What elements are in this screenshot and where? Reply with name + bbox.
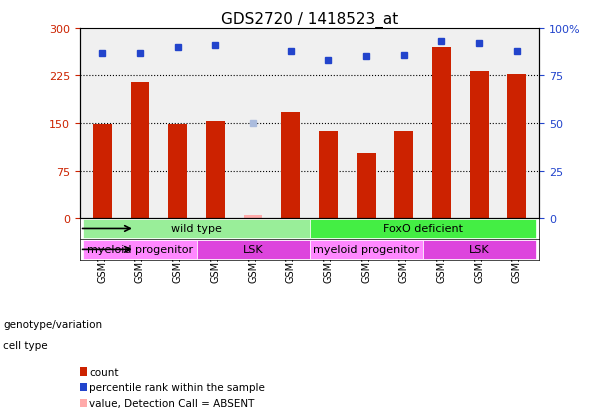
Text: wild type: wild type — [171, 224, 222, 234]
Text: cell type: cell type — [3, 340, 48, 350]
Text: genotype/variation: genotype/variation — [3, 319, 102, 329]
Text: count: count — [89, 367, 118, 377]
FancyBboxPatch shape — [197, 240, 310, 259]
Bar — [357, 153, 376, 218]
Bar — [93, 125, 112, 218]
Text: myeloid progenitor: myeloid progenitor — [87, 245, 193, 255]
Bar — [168, 125, 187, 218]
Bar — [508, 74, 526, 218]
Bar — [131, 83, 150, 218]
Text: LSK: LSK — [469, 245, 489, 255]
Text: percentile rank within the sample: percentile rank within the sample — [89, 382, 265, 392]
FancyBboxPatch shape — [83, 220, 310, 238]
Text: value, Detection Call = ABSENT: value, Detection Call = ABSENT — [89, 398, 254, 408]
Bar — [243, 216, 262, 218]
Text: myeloid progenitor: myeloid progenitor — [313, 245, 419, 255]
Title: GDS2720 / 1418523_at: GDS2720 / 1418523_at — [221, 12, 398, 28]
Bar — [394, 132, 413, 218]
Text: FoxO deficient: FoxO deficient — [383, 224, 463, 234]
Bar — [470, 72, 489, 218]
Bar — [206, 122, 225, 218]
Bar — [281, 112, 300, 218]
Bar — [319, 132, 338, 218]
Text: LSK: LSK — [243, 245, 264, 255]
FancyBboxPatch shape — [310, 240, 422, 259]
Bar — [432, 48, 451, 218]
FancyBboxPatch shape — [422, 240, 536, 259]
FancyBboxPatch shape — [83, 240, 197, 259]
FancyBboxPatch shape — [310, 220, 536, 238]
